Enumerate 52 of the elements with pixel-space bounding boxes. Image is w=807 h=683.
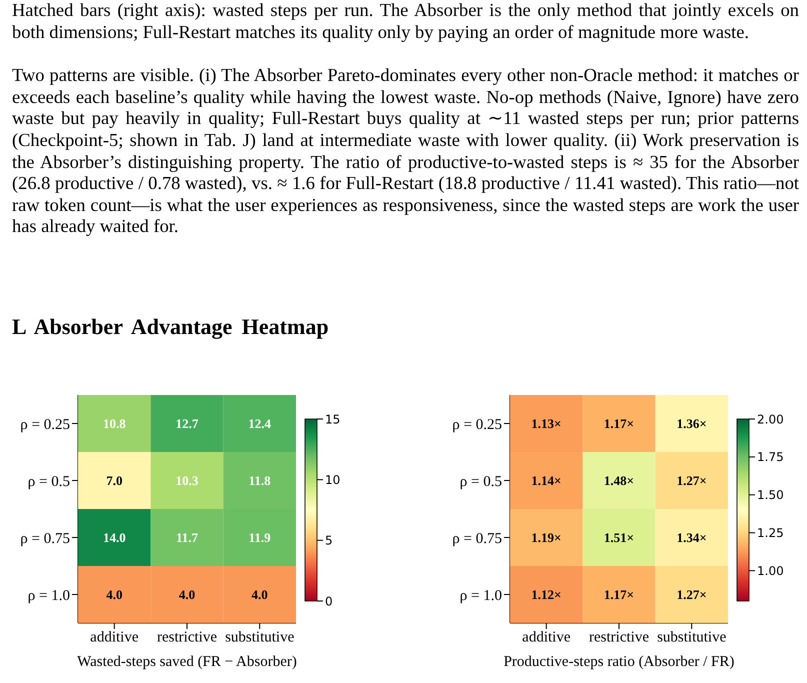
chart-title: L Absorber Advantage Heatmap (11, 314, 329, 340)
color-bar-label: 0 (325, 594, 333, 608)
y-tick-label: ρ = 0.75 (20, 530, 70, 547)
text: Hatched bars (right axis): wasted steps per run. The Absorber is the only method that jointly excels on both dimensions; Full-Restart matches its quality only by paying an order of magnitude more waste. (12, 0, 799, 44)
data-label: 4.0 (252, 587, 268, 602)
data-label: 4.0 (178, 587, 196, 602)
y-tick-label: ρ = 0.75 (452, 530, 502, 547)
data-label: 1.48× (604, 473, 634, 488)
data-label: 11.9 (248, 530, 272, 545)
y-tick-label: ρ = 1.0 (460, 588, 502, 604)
data-label: 4.0 (106, 587, 122, 602)
color-bar-label: 10 (325, 472, 340, 487)
data-label: 1.34× (676, 530, 707, 545)
data-label: 1.27× (676, 473, 707, 488)
data-label: 1.51× (604, 530, 634, 545)
color-bar-label: 1.25 (757, 526, 784, 540)
data-label: 14.0 (102, 530, 126, 545)
data-label: 1.19× (531, 530, 562, 545)
data-label: 12.4 (248, 416, 272, 431)
color-bar-label: 15 (325, 412, 340, 426)
data-label: 1.14× (531, 473, 562, 488)
x-tick-label: additive (90, 630, 139, 646)
y-tick-label: ρ = 0.25 (20, 416, 70, 433)
y-tick-label: ρ = 0.5 (460, 474, 502, 490)
color-bar-label: 1.00 (757, 564, 784, 578)
data-label: 1.17× (604, 587, 634, 602)
data-label: 11.8 (248, 473, 272, 488)
x-tick-label: substitutive (657, 630, 727, 646)
x-tick-label: substitutive (225, 630, 295, 646)
data-label: 1.13× (531, 416, 562, 431)
color-bar-label: 1.75 (757, 450, 784, 464)
y-tick-label: ρ = 1.0 (28, 588, 70, 604)
x-axis-title: Wasted-steps saved (FR − Absorber) (76, 653, 298, 671)
data-label: 1.17× (604, 416, 634, 431)
data-label: 11.7 (176, 530, 199, 545)
x-tick-label: restrictive (157, 630, 218, 646)
x-tick-label: restrictive (589, 630, 650, 646)
color-bar-label: 1.50 (757, 488, 784, 502)
data-label: 1.12× (531, 587, 562, 602)
color-bar-label: 5 (325, 534, 333, 548)
data-label: 7.0 (106, 473, 122, 488)
color-bar-label: 2.00 (757, 412, 784, 426)
x-tick-label: additive (522, 630, 571, 646)
text: Two patterns are visible. (i) The Absorber Pareto-dominates every other non-Oracle method: it matches or exceeds each baseline’s quality while having the lowest waste. No-op methods (Naive, Ignore) have zero waste but pay heavily in quality; Full-Restart buys quality at ∼11 wasted steps per run; prior patterns (Checkpoint-5; shown in Tab. J) land at intermediate waste with lower quality. (ii) Work preservation is the Absorber’s distinguishing property. The ratio of productive-to-wasted steps is ≈ 35 for the Absorber (26.8 productive / 0.78 wasted), vs. ≈ 1.6 for Full-Restart (18.8 productive / 11.41 wasted). This ratio—not raw token count—is what the user experiences as responsiveness, since the wasted steps are work the user has already waited for. (12, 65, 799, 238)
x-axis-title: Productive-steps ratio (Absorber / FR) (502, 653, 736, 671)
data-label: 10.8 (102, 416, 126, 431)
data-label: 10.3 (176, 473, 199, 488)
data-label: 1.36× (676, 416, 707, 431)
data-label: 1.27× (676, 587, 707, 602)
data-label: 12.7 (176, 416, 199, 431)
y-tick-label: ρ = 0.25 (452, 416, 502, 433)
y-tick-label: ρ = 0.5 (28, 474, 70, 490)
